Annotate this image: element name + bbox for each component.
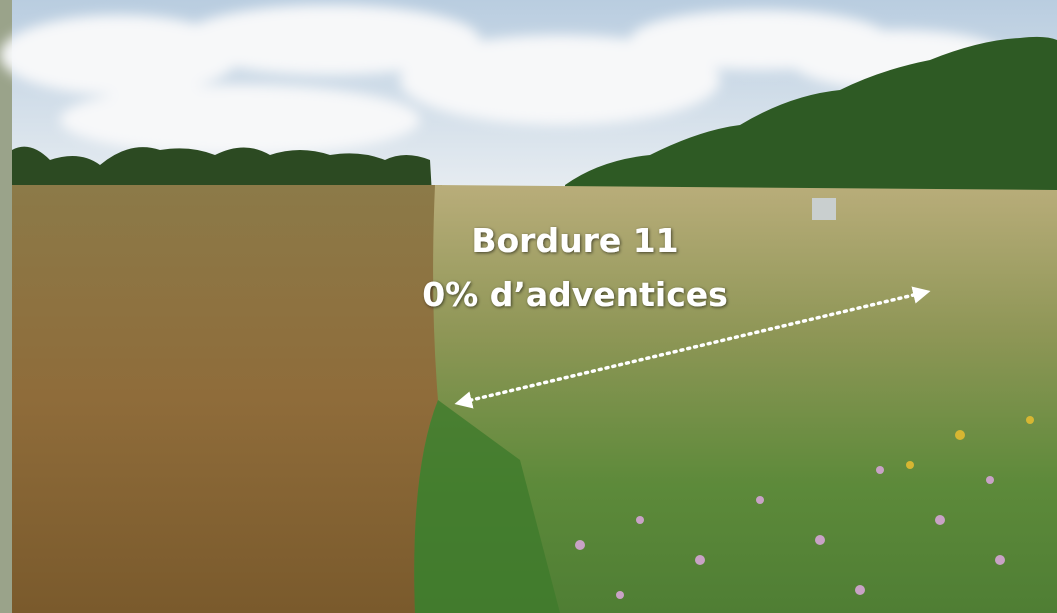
flower <box>986 476 994 484</box>
flower <box>815 535 825 545</box>
flower <box>995 555 1005 565</box>
flower <box>616 591 624 599</box>
flower <box>876 466 884 474</box>
flower <box>906 461 914 469</box>
flower <box>636 516 644 524</box>
caption-title: Bordure 11 <box>471 221 678 260</box>
flower <box>575 540 585 550</box>
cloud <box>60 85 420 155</box>
flower <box>756 496 764 504</box>
photo: Bordure 11 0% d’adventices <box>0 0 1057 613</box>
caption-subtitle: 0% d’adventices <box>422 275 728 314</box>
field-marker <box>812 198 836 220</box>
flower <box>955 430 965 440</box>
flower <box>935 515 945 525</box>
flower <box>855 585 865 595</box>
wheat-field <box>12 185 442 613</box>
left-edge-strip <box>0 0 12 613</box>
page: Bordure 11 0% d’adventices (() => { cons… <box>0 0 1057 613</box>
flower <box>1026 416 1034 424</box>
flower <box>695 555 705 565</box>
